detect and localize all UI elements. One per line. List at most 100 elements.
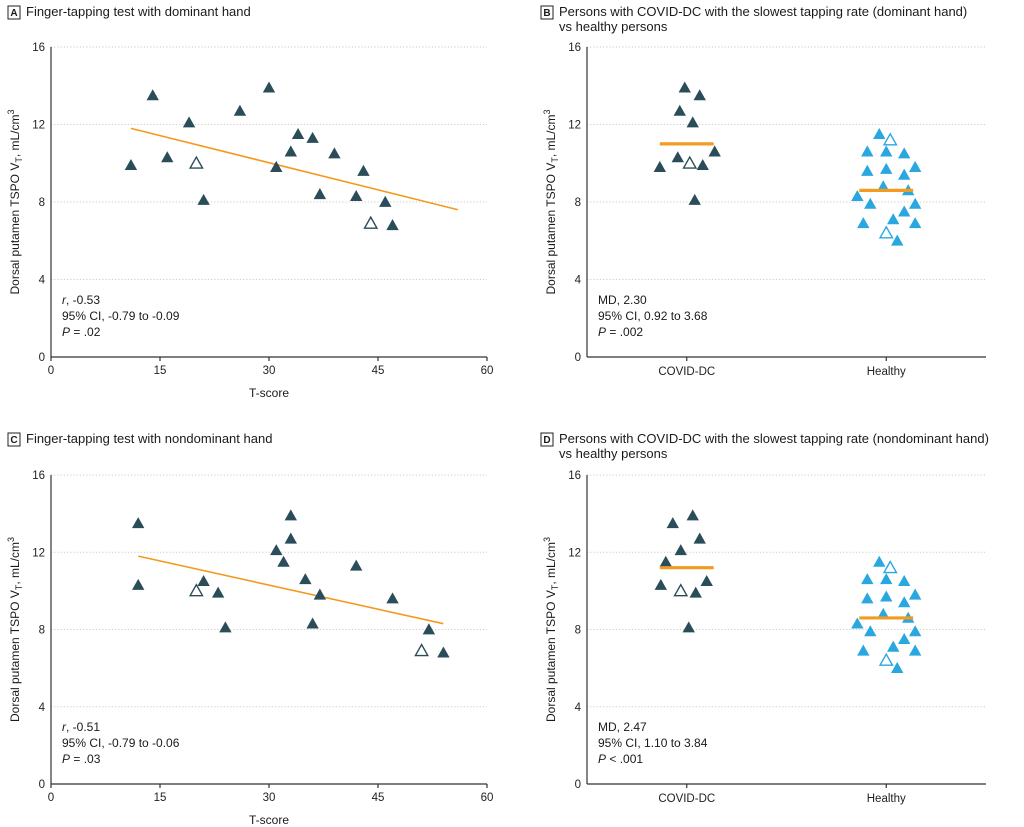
- stat-line: 95% CI, -0.79 to -0.06: [62, 736, 180, 750]
- data-point: [898, 632, 911, 644]
- data-point: [182, 116, 196, 128]
- stat-value: < .001: [606, 752, 643, 766]
- stat-symbol: r: [62, 293, 67, 307]
- data-point: [197, 193, 210, 205]
- y-axis-label-unit: , mL/cm: [8, 542, 22, 585]
- stat-symbol: P: [598, 325, 606, 339]
- panel-c: C Finger-tapping test with nondominant ha…: [6, 431, 493, 827]
- x-tick-label: 0: [48, 365, 54, 377]
- stat-value: , -0.51: [66, 720, 100, 734]
- stat-value: = .002: [606, 325, 643, 339]
- data-point: [898, 205, 911, 217]
- data-point: [857, 217, 870, 229]
- data-point: [284, 509, 297, 521]
- data-point: [219, 621, 232, 633]
- data-point: [659, 555, 673, 567]
- stat-line: 95% CI, 1.10 to 3.84: [598, 736, 708, 750]
- x-tick-label: 45: [372, 365, 385, 377]
- panel-title: vs healthy persons: [559, 446, 668, 461]
- panel-letter: A: [10, 8, 17, 19]
- y-axis-label-main: Dorsal putamen TSPO V: [544, 590, 558, 722]
- y-axis-label-sup: 3: [6, 109, 16, 114]
- y-axis-label-sub: T: [550, 584, 560, 590]
- panel-title: Persons with COVID-DC with the slowest t…: [559, 431, 989, 446]
- data-point: [313, 188, 327, 200]
- x-axis-label: T-score: [249, 813, 289, 827]
- stat-value: , -0.53: [66, 293, 100, 307]
- data-point: [880, 145, 893, 157]
- y-axis-label: Dorsal putamen TSPO VT, mL/cm3: [6, 537, 24, 722]
- data-point: [686, 116, 699, 128]
- data-point: [132, 517, 145, 529]
- stat-value: MD, 2.30: [598, 293, 647, 307]
- data-point: [673, 104, 686, 116]
- panel-a: A Finger-tapping test with dominant hand 0…: [6, 4, 493, 400]
- data-point: [887, 640, 900, 652]
- panel-b: B Persons with COVID-DC with the slowest …: [540, 4, 986, 378]
- panel-title: Finger-tapping test with dominant hand: [26, 4, 251, 19]
- regression-line: [130, 127, 459, 211]
- data-point: [306, 131, 319, 143]
- data-point: [880, 573, 893, 585]
- y-tick-label: 16: [568, 470, 581, 482]
- data-point: [851, 617, 864, 629]
- x-tick-label: 60: [481, 792, 494, 804]
- y-tick-label: 16: [32, 470, 45, 482]
- y-axis-label-sup: 3: [542, 109, 552, 114]
- data-point: [306, 617, 319, 629]
- stat-line: P = .002: [598, 325, 643, 339]
- data-point: [674, 544, 687, 556]
- x-tick-label: 0: [48, 792, 54, 804]
- stat-value: = .03: [70, 752, 101, 766]
- panel-letter: C: [10, 435, 17, 446]
- data-point: [908, 217, 922, 229]
- data-point: [882, 560, 898, 574]
- y-axis-label-sub: T: [550, 157, 560, 163]
- data-point: [386, 592, 399, 604]
- stat-line: P < .001: [598, 752, 643, 766]
- stat-symbol: P: [598, 752, 606, 766]
- stat-line: 95% CI, -0.79 to -0.09: [62, 309, 180, 323]
- data-point: [693, 532, 706, 544]
- stat-line: P = .02: [62, 325, 101, 339]
- data-point: [686, 509, 699, 521]
- data-point: [861, 573, 874, 585]
- data-point: [873, 555, 886, 567]
- x-category-label: COVID-DC: [658, 366, 715, 378]
- stat-symbol: r: [62, 720, 67, 734]
- data-point: [861, 164, 874, 176]
- x-tick-label: 30: [263, 365, 276, 377]
- data-point: [161, 151, 174, 163]
- y-tick-label: 16: [32, 42, 45, 54]
- stat-value: 95% CI, -0.79 to -0.09: [62, 309, 180, 323]
- panel-d: D Persons with COVID-DC with the slowest …: [540, 431, 989, 805]
- data-point: [898, 575, 911, 587]
- y-tick-label: 0: [39, 352, 45, 364]
- data-point: [908, 625, 922, 637]
- data-point: [693, 89, 706, 101]
- data-point: [689, 586, 702, 598]
- data-point: [908, 644, 922, 656]
- y-tick-label: 4: [39, 702, 46, 714]
- data-point: [379, 195, 392, 207]
- data-point: [357, 164, 370, 176]
- stat-value: = .02: [70, 325, 101, 339]
- data-point: [882, 132, 898, 146]
- panel-letter-box: [7, 5, 21, 20]
- data-point: [696, 158, 709, 171]
- data-point: [653, 160, 667, 172]
- y-axis-label-sub: T: [14, 584, 24, 590]
- data-point: [878, 652, 894, 666]
- data-point: [277, 555, 290, 567]
- data-point: [188, 155, 204, 169]
- panel-letter: D: [543, 435, 550, 446]
- regression-line: [138, 555, 444, 625]
- stat-symbol: P: [62, 752, 70, 766]
- stat-value: MD, 2.47: [598, 720, 647, 734]
- data-point: [864, 625, 877, 637]
- y-tick-label: 8: [575, 197, 581, 209]
- data-point: [682, 155, 698, 169]
- y-axis-label-unit: , mL/cm: [544, 115, 558, 158]
- y-axis-label-unit: , mL/cm: [8, 115, 22, 158]
